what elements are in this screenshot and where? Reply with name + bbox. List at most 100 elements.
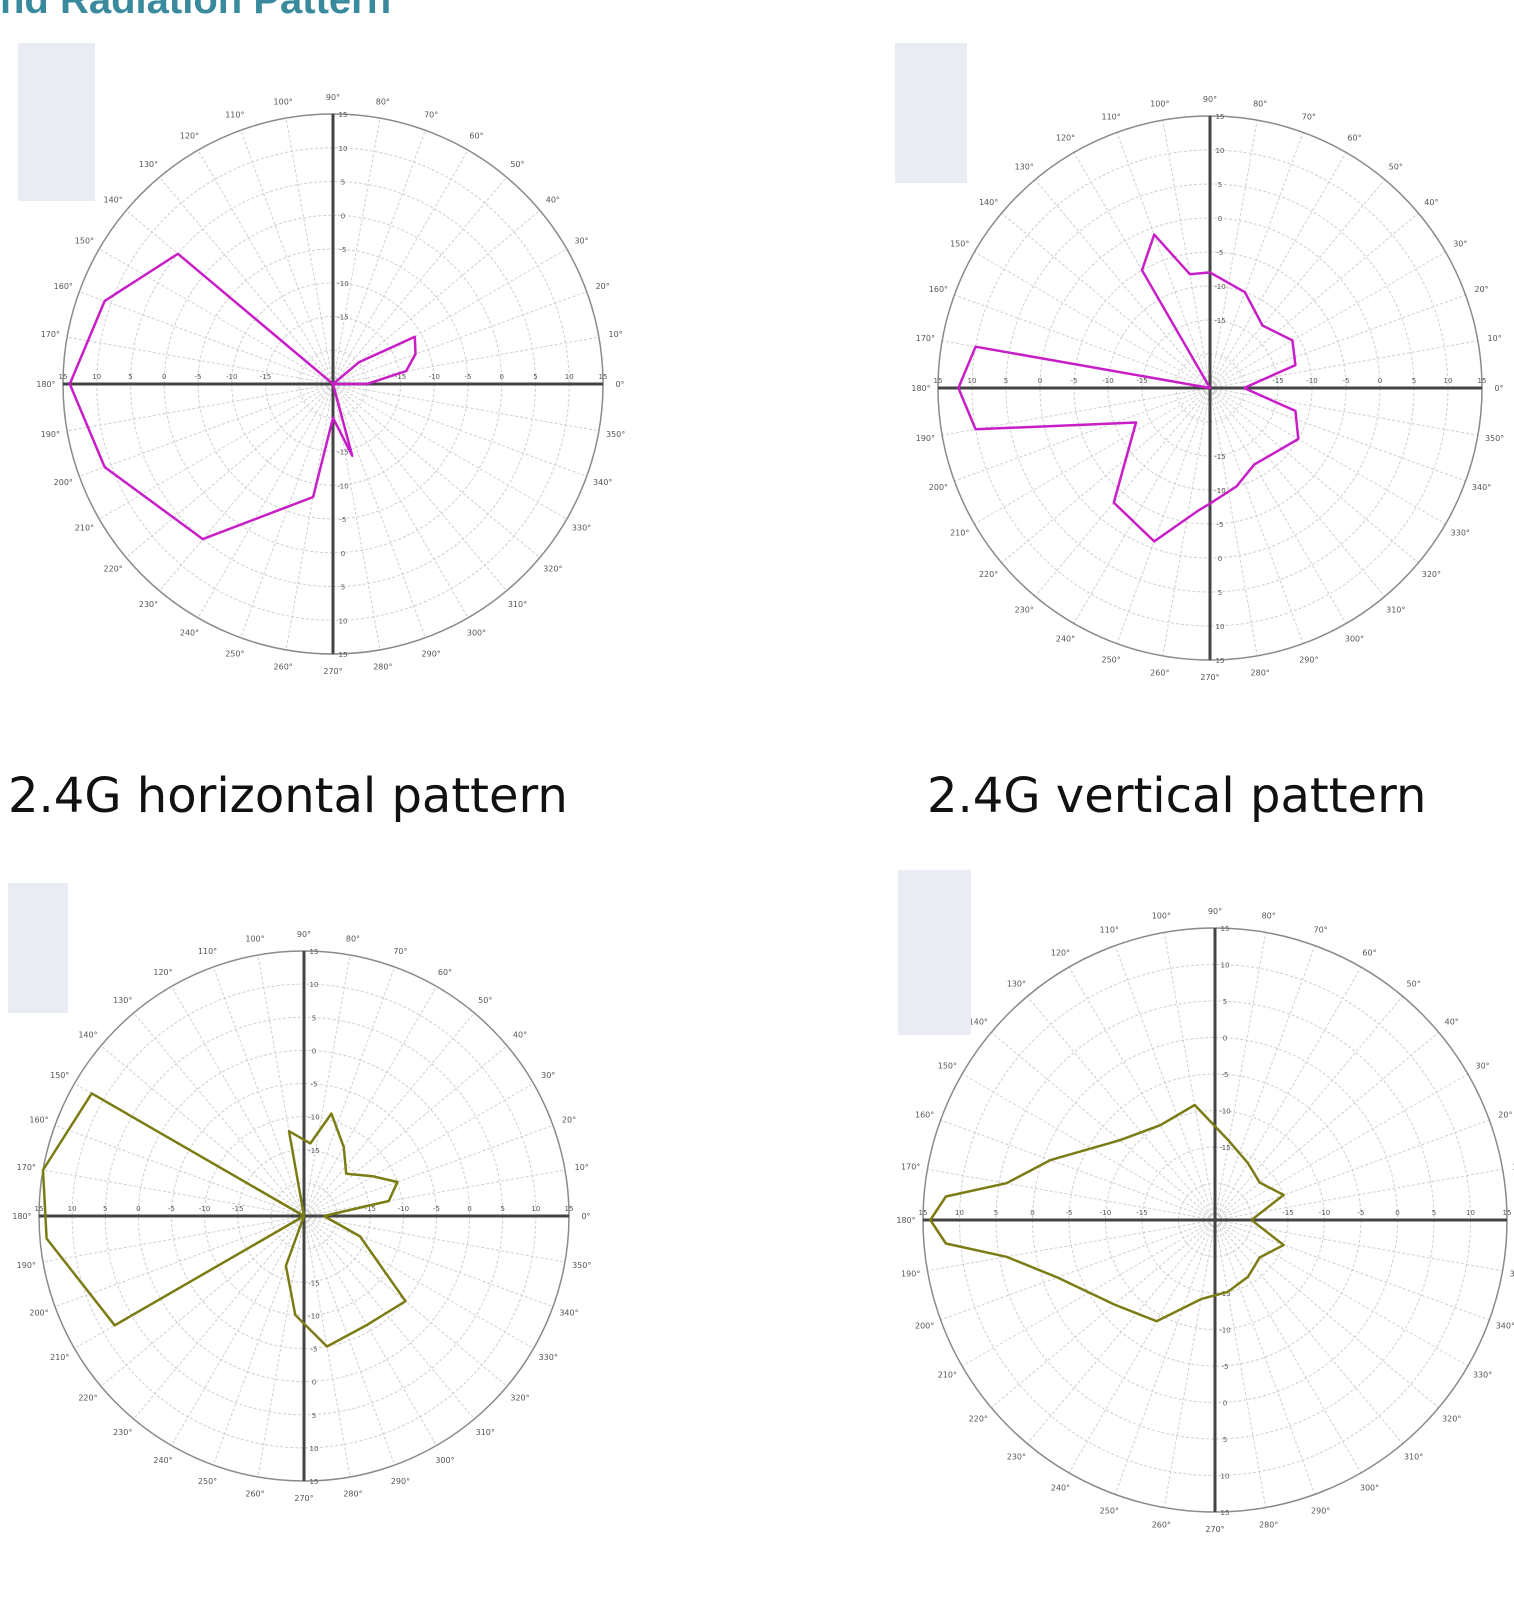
angle-tick-label: 40° [513,1031,527,1040]
grid-spoke [1214,945,1316,1221]
grid-spoke [332,383,507,592]
grid-spoke [197,149,334,385]
angle-tick-label: 100° [1150,99,1169,108]
angle-tick-label: 290° [391,1477,410,1486]
angle-tick-label: 160° [29,1116,48,1125]
angle-tick-label: 310° [1386,605,1405,614]
pattern-series [41,1092,407,1348]
radial-tick-label: 10 [92,373,101,381]
grid-spoke [1214,1073,1469,1221]
angle-tick-label: 220° [78,1393,97,1402]
angle-tick-label: 210° [75,524,94,533]
grid-spoke [197,383,334,619]
angle-tick-label: 180° [911,384,930,393]
grid-spoke [1214,1219,1503,1272]
angle-tick-label: 60° [1347,134,1361,143]
angle-tick-label: 20° [596,282,610,291]
grid-spoke [927,1219,1216,1272]
radial-tick-label: -5 [340,246,347,254]
radial-tick-label: 15 [339,651,348,659]
grid-spoke [303,1045,508,1217]
grid-spoke [1034,387,1211,597]
angle-tick-label: 20° [1474,285,1488,294]
angle-tick-label: 250° [1102,656,1121,665]
radial-tick-label: 5 [501,1205,505,1213]
radial-tick-label: -5 [1222,1071,1229,1079]
angle-tick-label: 330° [1451,529,1470,538]
radial-tick-label: 0 [1395,1209,1399,1217]
angle-tick-label: 350° [1510,1270,1514,1279]
angle-tick-label: 50° [1407,979,1421,988]
grid-spoke [285,118,334,385]
radial-tick-label: 0 [1378,377,1382,385]
grid-spoke [1114,1219,1216,1495]
radial-tick-label: 0 [312,1379,316,1387]
grid-spoke [212,1215,305,1466]
grid-spoke [1214,1219,1316,1495]
grid-spoke [303,1215,566,1263]
angle-tick-label: 330° [572,524,591,533]
radial-tick-label: -15 [232,1205,243,1213]
radial-tick-label: 0 [500,373,504,381]
angle-tick-label: 90° [326,93,340,102]
radial-tick-label: -5 [1217,249,1224,257]
angle-tick-label: 270° [294,1494,313,1503]
angle-tick-label: 280° [373,663,392,672]
polar-chart: 0°10°20°30°40°50°60°70°80°90°100°110°120… [896,907,1514,1534]
radial-tick-label: 15 [934,377,943,385]
grid-spoke [332,383,381,650]
angle-tick-label: 170° [41,330,60,339]
radial-tick-label: 15 [310,948,319,956]
grid-spoke [1034,179,1211,389]
page-title: nd Radiation Pattern [0,0,392,22]
angle-tick-label: 160° [54,282,73,291]
radial-tick-label: 15 [1216,657,1225,665]
polar-chart: 0°10°20°30°40°50°60°70°80°90°100°110°120… [12,930,591,1503]
radial-tick-label: 5 [994,1209,998,1217]
grid-spoke [303,1215,475,1420]
grid-spoke [1209,152,1347,389]
grid-spoke [1209,387,1386,597]
angle-tick-label: 310° [508,600,527,609]
angle-tick-label: 220° [979,570,998,579]
grid-spoke [125,383,334,558]
angle-tick-label: 180° [36,380,55,389]
radial-tick-label: -15 [1282,1209,1293,1217]
radial-tick-label: 15 [310,1478,319,1486]
angle-tick-label: 320° [1442,1415,1461,1424]
angle-tick-label: 340° [1472,483,1491,492]
radial-tick-label: -5 [1358,1209,1365,1217]
radial-tick-label: 15 [599,373,608,381]
angle-tick-label: 280° [1259,1520,1278,1529]
radial-tick-label: -15 [1219,1290,1230,1298]
grid-spoke [1116,132,1211,389]
grid-spoke [940,1219,1216,1321]
angle-tick-label: 250° [225,650,244,659]
radial-tick-label: 0 [467,1205,471,1213]
grid-spoke [1209,387,1419,564]
grid-spoke [42,1169,305,1217]
angle-tick-label: 0° [1494,384,1503,393]
chart-legend-box [895,43,967,183]
polar-chart: 0°10°20°30°40°50°60°70°80°90°100°110°120… [36,93,625,676]
grid-spoke [1209,387,1258,656]
grid-spoke [954,294,1211,389]
angle-tick-label: 220° [104,564,123,573]
grid-spoke [1209,387,1478,436]
chart-caption: 2.4G vertical pattern [927,768,1427,824]
angle-tick-label: 130° [1015,163,1034,172]
grid-spoke [332,383,426,638]
angle-tick-label: 190° [17,1261,36,1270]
grid-spoke [1214,1219,1267,1508]
radial-tick-label: -15 [1272,377,1283,385]
grid-spoke [303,966,396,1217]
grid-spoke [1073,387,1211,624]
angle-tick-label: 0° [581,1212,590,1221]
grid-spoke [1214,1219,1362,1474]
radial-tick-label: 15 [59,373,68,381]
angle-tick-label: 270° [1200,673,1219,682]
grid-spoke [171,986,305,1217]
angle-tick-label: 240° [1051,1484,1070,1493]
angle-tick-label: 200° [29,1308,48,1317]
grid-spoke [212,966,305,1217]
